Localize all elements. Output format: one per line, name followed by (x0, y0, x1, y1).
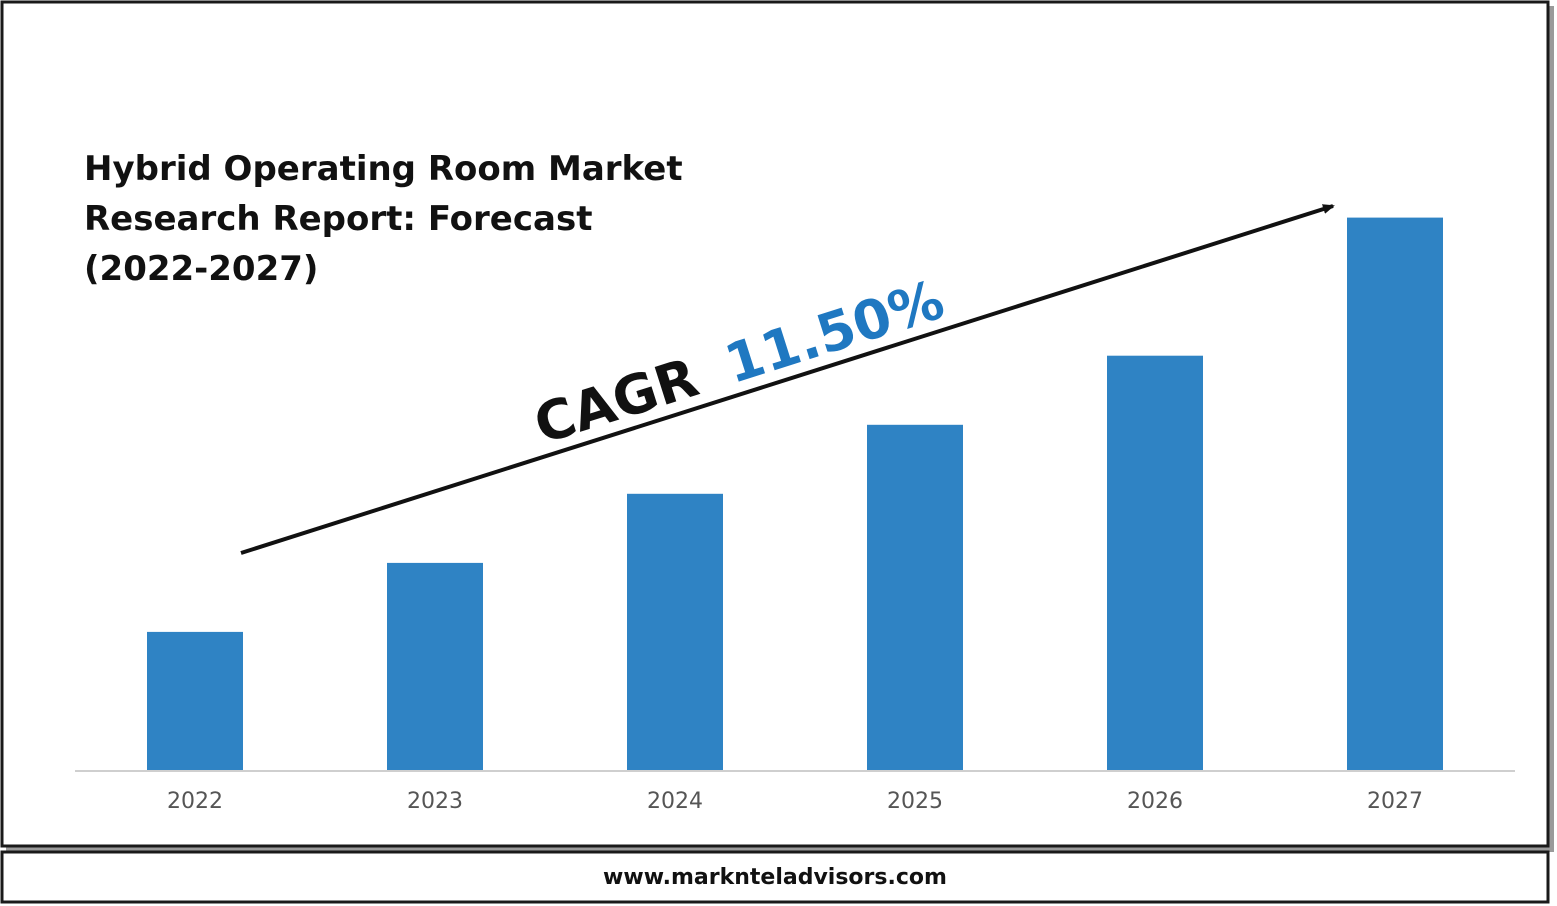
trend-arrow (240, 204, 1335, 555)
bar-2027 (1347, 217, 1443, 771)
x-tick-label-2024: 2024 (647, 789, 703, 814)
x-tick-label-2027: 2027 (1367, 789, 1423, 814)
bar-2025 (867, 424, 963, 770)
bar-2023 (387, 562, 483, 770)
x-tick-label-2023: 2023 (407, 789, 463, 814)
chart-title-line-2: Research Report: Forecast (84, 199, 592, 239)
x-tick-labels: 2022 2023 2024 2025 2026 2027 (167, 789, 1423, 814)
x-tick-label-2026: 2026 (1127, 789, 1183, 814)
x-tick-label-2025: 2025 (887, 789, 943, 814)
chart-title-line-3: (2022-2027) (84, 249, 318, 289)
bar-2022 (147, 631, 243, 770)
bars-group (147, 217, 1443, 771)
x-tick-label-2022: 2022 (167, 789, 223, 814)
bar-2024 (627, 493, 723, 770)
footer-bar (0, 850, 1550, 904)
outer-border (0, 0, 1550, 848)
chart-title-line-1: Hybrid Operating Room Market (84, 149, 683, 189)
bar-2026 (1107, 355, 1203, 770)
footer-website: www.markntel­advisors.com (603, 865, 947, 890)
